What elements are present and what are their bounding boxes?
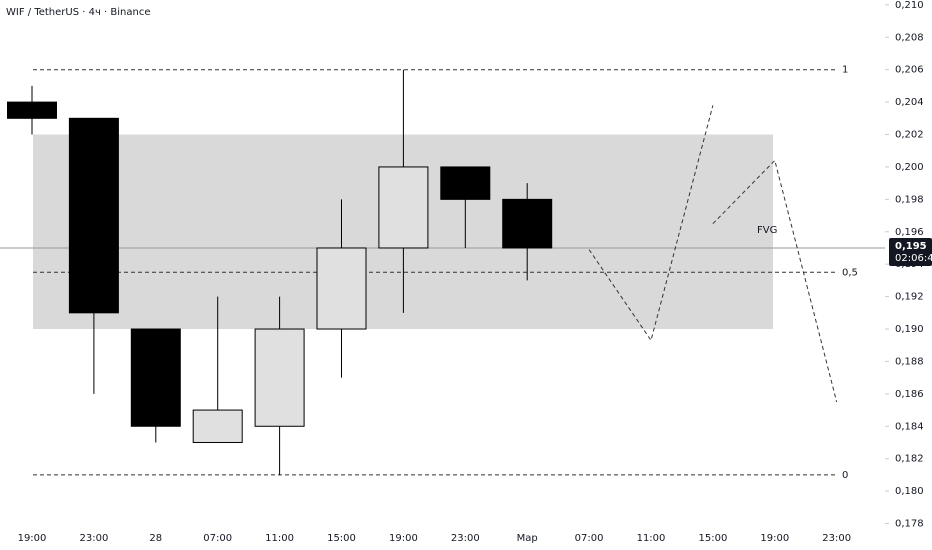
zone-label: FVG <box>757 225 777 236</box>
x-tick-label: 07:00 <box>203 533 232 544</box>
x-tick-label: 11:00 <box>265 533 294 544</box>
y-tick-label: 0,210 <box>895 0 924 11</box>
y-tick-label: 0,182 <box>895 454 924 465</box>
y-tick-label: 0,204 <box>895 97 924 108</box>
price-countdown: 02:06:45 <box>895 253 932 264</box>
y-tick-label: 0,190 <box>895 324 924 335</box>
y-tick-label: 0,208 <box>895 32 924 43</box>
y-tick-label: 0,186 <box>895 389 924 400</box>
x-tick-label: 19:00 <box>18 533 47 544</box>
projection-line <box>588 105 714 342</box>
x-tick-label: 28 <box>149 533 162 544</box>
level-label: 1 <box>842 65 848 76</box>
x-tick-label: Мар <box>517 533 538 544</box>
candle-body <box>192 409 243 443</box>
y-tick-label: 0,200 <box>895 162 924 173</box>
x-tick-label: 15:00 <box>327 533 356 544</box>
y-tick-label: 0,188 <box>895 356 924 367</box>
y-tick-label: 0,206 <box>895 65 924 76</box>
x-tick-label: 15:00 <box>698 533 727 544</box>
candle-body <box>316 247 367 330</box>
chart-title: WIF / TetherUS · 4ч · Binance <box>6 7 151 18</box>
x-tick-label: 07:00 <box>575 533 604 544</box>
projection-line <box>712 159 838 403</box>
x-tick-label: 19:00 <box>389 533 418 544</box>
candle-body <box>68 117 119 314</box>
x-tick-label: 23:00 <box>822 533 851 544</box>
candle-body <box>378 166 429 249</box>
x-tick-label: 11:00 <box>637 533 666 544</box>
candle-body <box>440 166 491 200</box>
y-tick-label: 0,202 <box>895 130 924 141</box>
price-tag <box>889 237 932 266</box>
level-label: 0 <box>842 470 848 481</box>
candle-body <box>502 198 553 249</box>
y-tick-label: 0,180 <box>895 486 924 497</box>
level-label: 0,5 <box>842 267 858 278</box>
y-tick-label: 0,198 <box>895 194 924 205</box>
y-tick-label: 0,184 <box>895 421 924 432</box>
candle-body <box>254 328 305 427</box>
price-tag-label: 0,195 <box>895 241 927 252</box>
candle-body <box>130 328 181 427</box>
x-tick-label: 23:00 <box>79 533 108 544</box>
x-tick-label: 23:00 <box>451 533 480 544</box>
y-tick-label: 0,178 <box>895 519 924 530</box>
candle-body <box>7 101 57 119</box>
x-tick-label: 19:00 <box>760 533 789 544</box>
y-tick-label: 0,192 <box>895 292 924 303</box>
y-tick-label: 0,196 <box>895 227 924 238</box>
